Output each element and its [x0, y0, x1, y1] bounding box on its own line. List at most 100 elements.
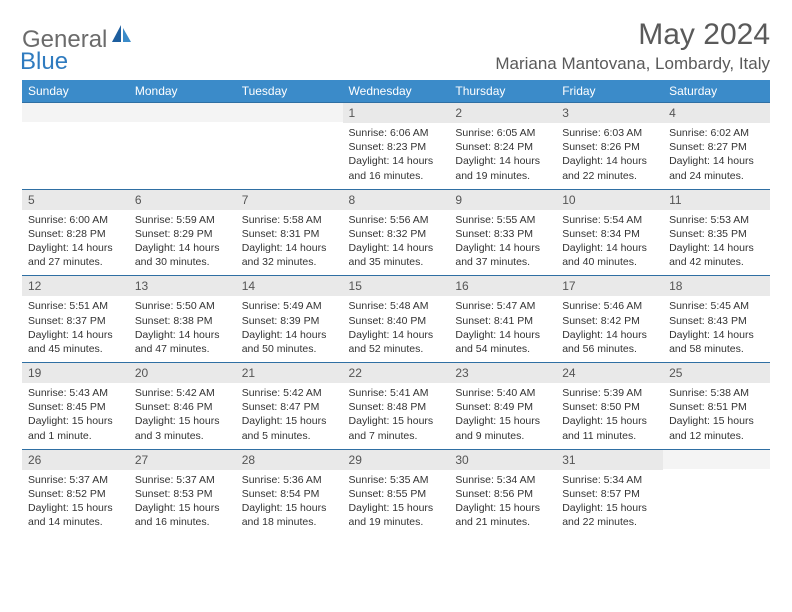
- daylight-text: Daylight: 14 hours and 40 minutes.: [562, 241, 657, 269]
- calendar-day-cell: 22Sunrise: 5:41 AMSunset: 8:48 PMDayligh…: [343, 362, 450, 449]
- daylight-text: Daylight: 15 hours and 3 minutes.: [135, 414, 230, 442]
- sunset-text: Sunset: 8:31 PM: [242, 227, 337, 241]
- sunset-text: Sunset: 8:54 PM: [242, 487, 337, 501]
- daylight-text: Daylight: 14 hours and 16 minutes.: [349, 154, 444, 182]
- sunrise-text: Sunrise: 5:41 AM: [349, 386, 444, 400]
- sunset-text: Sunset: 8:24 PM: [455, 140, 550, 154]
- day-number: 4: [663, 102, 770, 123]
- day-info: Sunrise: 6:03 AMSunset: 8:26 PMDaylight:…: [556, 123, 663, 189]
- day-number-empty: [236, 102, 343, 122]
- calendar-day-cell: 29Sunrise: 5:35 AMSunset: 8:55 PMDayligh…: [343, 449, 450, 536]
- daylight-text: Daylight: 14 hours and 58 minutes.: [669, 328, 764, 356]
- daylight-text: Daylight: 14 hours and 37 minutes.: [455, 241, 550, 269]
- day-info: Sunrise: 5:36 AMSunset: 8:54 PMDaylight:…: [236, 470, 343, 536]
- daylight-text: Daylight: 14 hours and 35 minutes.: [349, 241, 444, 269]
- weekday-header: Saturday: [663, 80, 770, 102]
- calendar-day-cell: 3Sunrise: 6:03 AMSunset: 8:26 PMDaylight…: [556, 102, 663, 189]
- sunrise-text: Sunrise: 6:02 AM: [669, 126, 764, 140]
- weekday-header: Wednesday: [343, 80, 450, 102]
- sunset-text: Sunset: 8:32 PM: [349, 227, 444, 241]
- day-info: Sunrise: 6:02 AMSunset: 8:27 PMDaylight:…: [663, 123, 770, 189]
- day-number: 20: [129, 362, 236, 383]
- daylight-text: Daylight: 15 hours and 14 minutes.: [28, 501, 123, 529]
- calendar-day-cell: 11Sunrise: 5:53 AMSunset: 8:35 PMDayligh…: [663, 189, 770, 276]
- calendar-week-row: 19Sunrise: 5:43 AMSunset: 8:45 PMDayligh…: [22, 362, 770, 449]
- calendar-body: 1Sunrise: 6:06 AMSunset: 8:23 PMDaylight…: [22, 102, 770, 535]
- daylight-text: Daylight: 15 hours and 19 minutes.: [349, 501, 444, 529]
- calendar-day-cell: 20Sunrise: 5:42 AMSunset: 8:46 PMDayligh…: [129, 362, 236, 449]
- daylight-text: Daylight: 15 hours and 11 minutes.: [562, 414, 657, 442]
- sunset-text: Sunset: 8:29 PM: [135, 227, 230, 241]
- calendar-day-cell: [129, 102, 236, 189]
- day-number: 30: [449, 449, 556, 470]
- calendar-table: SundayMondayTuesdayWednesdayThursdayFrid…: [22, 80, 770, 535]
- calendar-day-cell: 27Sunrise: 5:37 AMSunset: 8:53 PMDayligh…: [129, 449, 236, 536]
- sunrise-text: Sunrise: 5:58 AM: [242, 213, 337, 227]
- calendar-day-cell: 16Sunrise: 5:47 AMSunset: 8:41 PMDayligh…: [449, 275, 556, 362]
- day-number-empty: [663, 449, 770, 469]
- calendar-day-cell: [236, 102, 343, 189]
- weekday-header: Thursday: [449, 80, 556, 102]
- daylight-text: Daylight: 14 hours and 30 minutes.: [135, 241, 230, 269]
- daylight-text: Daylight: 14 hours and 47 minutes.: [135, 328, 230, 356]
- day-number: 17: [556, 275, 663, 296]
- day-number: 23: [449, 362, 556, 383]
- sunrise-text: Sunrise: 6:00 AM: [28, 213, 123, 227]
- calendar-day-cell: [663, 449, 770, 536]
- sunset-text: Sunset: 8:33 PM: [455, 227, 550, 241]
- day-number: 26: [22, 449, 129, 470]
- sunrise-text: Sunrise: 5:35 AM: [349, 473, 444, 487]
- day-info: Sunrise: 5:40 AMSunset: 8:49 PMDaylight:…: [449, 383, 556, 449]
- day-number: 6: [129, 189, 236, 210]
- daylight-text: Daylight: 14 hours and 45 minutes.: [28, 328, 123, 356]
- day-number: 21: [236, 362, 343, 383]
- sunset-text: Sunset: 8:37 PM: [28, 314, 123, 328]
- day-info: Sunrise: 5:34 AMSunset: 8:56 PMDaylight:…: [449, 470, 556, 536]
- sunset-text: Sunset: 8:56 PM: [455, 487, 550, 501]
- day-number: 8: [343, 189, 450, 210]
- day-info: Sunrise: 5:34 AMSunset: 8:57 PMDaylight:…: [556, 470, 663, 536]
- calendar-day-cell: 30Sunrise: 5:34 AMSunset: 8:56 PMDayligh…: [449, 449, 556, 536]
- calendar-day-cell: 21Sunrise: 5:42 AMSunset: 8:47 PMDayligh…: [236, 362, 343, 449]
- sunrise-text: Sunrise: 5:37 AM: [28, 473, 123, 487]
- calendar-day-cell: 7Sunrise: 5:58 AMSunset: 8:31 PMDaylight…: [236, 189, 343, 276]
- calendar-day-cell: 4Sunrise: 6:02 AMSunset: 8:27 PMDaylight…: [663, 102, 770, 189]
- sunset-text: Sunset: 8:49 PM: [455, 400, 550, 414]
- calendar-day-cell: 2Sunrise: 6:05 AMSunset: 8:24 PMDaylight…: [449, 102, 556, 189]
- daylight-text: Daylight: 15 hours and 16 minutes.: [135, 501, 230, 529]
- day-info: Sunrise: 5:38 AMSunset: 8:51 PMDaylight:…: [663, 383, 770, 449]
- day-info: Sunrise: 6:05 AMSunset: 8:24 PMDaylight:…: [449, 123, 556, 189]
- calendar-day-cell: 6Sunrise: 5:59 AMSunset: 8:29 PMDaylight…: [129, 189, 236, 276]
- day-number-empty: [22, 102, 129, 122]
- sunset-text: Sunset: 8:26 PM: [562, 140, 657, 154]
- calendar-day-cell: 31Sunrise: 5:34 AMSunset: 8:57 PMDayligh…: [556, 449, 663, 536]
- sunset-text: Sunset: 8:57 PM: [562, 487, 657, 501]
- sunset-text: Sunset: 8:41 PM: [455, 314, 550, 328]
- day-number: 28: [236, 449, 343, 470]
- daylight-text: Daylight: 15 hours and 5 minutes.: [242, 414, 337, 442]
- day-info: Sunrise: 5:37 AMSunset: 8:53 PMDaylight:…: [129, 470, 236, 536]
- sunrise-text: Sunrise: 6:06 AM: [349, 126, 444, 140]
- calendar-day-cell: 15Sunrise: 5:48 AMSunset: 8:40 PMDayligh…: [343, 275, 450, 362]
- logo-sail-icon: [112, 25, 132, 48]
- day-number: 11: [663, 189, 770, 210]
- daylight-text: Daylight: 14 hours and 32 minutes.: [242, 241, 337, 269]
- day-number: 12: [22, 275, 129, 296]
- day-info: Sunrise: 5:42 AMSunset: 8:47 PMDaylight:…: [236, 383, 343, 449]
- sunset-text: Sunset: 8:34 PM: [562, 227, 657, 241]
- day-info: Sunrise: 5:58 AMSunset: 8:31 PMDaylight:…: [236, 210, 343, 276]
- sunrise-text: Sunrise: 5:49 AM: [242, 299, 337, 313]
- day-number: 29: [343, 449, 450, 470]
- sunrise-text: Sunrise: 5:42 AM: [242, 386, 337, 400]
- sunrise-text: Sunrise: 5:46 AM: [562, 299, 657, 313]
- sunrise-text: Sunrise: 5:56 AM: [349, 213, 444, 227]
- day-number: 1: [343, 102, 450, 123]
- daylight-text: Daylight: 14 hours and 50 minutes.: [242, 328, 337, 356]
- calendar-day-cell: 26Sunrise: 5:37 AMSunset: 8:52 PMDayligh…: [22, 449, 129, 536]
- daylight-text: Daylight: 15 hours and 21 minutes.: [455, 501, 550, 529]
- calendar-day-cell: 19Sunrise: 5:43 AMSunset: 8:45 PMDayligh…: [22, 362, 129, 449]
- day-info: Sunrise: 5:59 AMSunset: 8:29 PMDaylight:…: [129, 210, 236, 276]
- day-info: Sunrise: 6:06 AMSunset: 8:23 PMDaylight:…: [343, 123, 450, 189]
- calendar-day-cell: 23Sunrise: 5:40 AMSunset: 8:49 PMDayligh…: [449, 362, 556, 449]
- sunset-text: Sunset: 8:40 PM: [349, 314, 444, 328]
